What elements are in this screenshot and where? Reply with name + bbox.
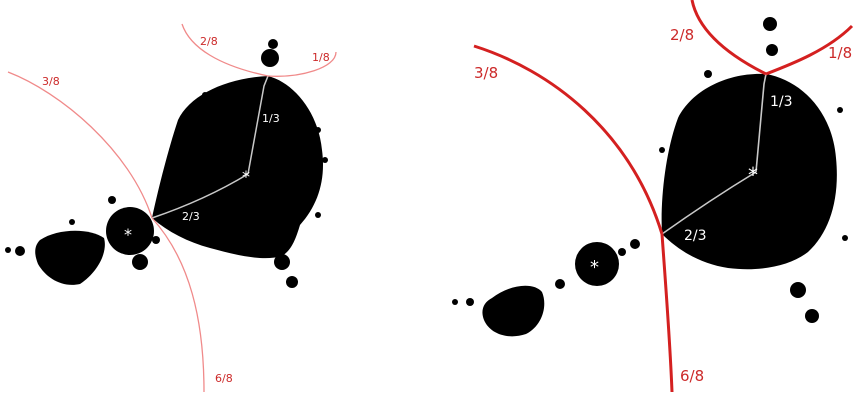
center-mark-secondary-zoomed: * [590, 257, 599, 278]
spike-left [169, 147, 175, 153]
main-component [5, 39, 328, 288]
secondary-bud-top [108, 196, 116, 204]
chain-bud-1 [630, 239, 640, 249]
ray-label-1-8-zoomed: 1/8 [828, 44, 852, 62]
ray-label-1-8: 1/8 [312, 51, 330, 64]
center-mark-main: * [242, 167, 250, 186]
spike-top-left-zoomed [704, 70, 712, 78]
ray-label-2-8: 2/8 [200, 35, 218, 48]
ray-2-8 [181, 23, 269, 77]
external-rays [7, 23, 337, 393]
tertiary-bulb-zoomed [482, 285, 545, 337]
spike-right-zoomed [837, 107, 843, 113]
tertiary-tail-zoomed [466, 298, 474, 306]
spike-right-3 [315, 212, 321, 218]
bud-bottom-zoomed [790, 282, 806, 298]
internal-paths-zoomed [661, 73, 767, 235]
ray-label-6-8: 6/8 [215, 372, 233, 385]
bud-top-small-zoomed [766, 44, 778, 56]
secondary-bud-right [152, 236, 160, 244]
chain-bud-2 [618, 248, 626, 256]
right-diagram: * * 1/3 2/3 2/8 1/8 3/8 6/8 [452, 0, 854, 393]
secondary-bulb [106, 207, 154, 255]
external-rays-zoomed [473, 0, 854, 393]
left-panel: * * 1/3 2/3 2/8 1/8 3/8 6/8 [5, 23, 337, 393]
bud-top [261, 49, 279, 67]
center-mark-main-zoomed: * [748, 163, 758, 187]
bud-bottom-small-zoomed [805, 309, 819, 323]
ray-label-3-8: 3/8 [42, 75, 60, 88]
ray-3-8-zoomed [473, 44, 664, 235]
tertiary-tail [15, 246, 25, 256]
internal-label-2-3-zoomed: 2/3 [684, 228, 707, 244]
internal-path-2-3 [151, 173, 249, 219]
tertiary-tail-small-zoomed [452, 299, 458, 305]
internal-path-1-3 [247, 75, 269, 175]
spike-right-bottom-zoomed [842, 235, 848, 241]
left-diagram: * * 1/3 2/3 2/8 1/8 3/8 6/8 [5, 23, 337, 393]
ray-2-8-zoomed [690, 0, 767, 76]
spike-right-1 [315, 127, 321, 133]
tertiary-spike [69, 219, 75, 225]
chain-bud-3 [555, 279, 565, 289]
main-component-body-zoomed [661, 73, 837, 270]
main-component-body [152, 76, 324, 259]
center-mark-secondary: * [124, 225, 132, 244]
internal-label-1-3: 1/3 [262, 112, 280, 125]
internal-path-2-3-zoomed [661, 171, 757, 235]
internal-path-1-3-zoomed [755, 73, 767, 173]
tertiary-bulb [35, 230, 105, 285]
ray-1-8 [267, 51, 337, 77]
spike-top-left [202, 92, 208, 98]
bud-bottom-small [286, 276, 298, 288]
ray-label-6-8-zoomed: 6/8 [680, 367, 704, 385]
main-component-zoomed [452, 17, 848, 337]
internal-label-2-3: 2/3 [182, 210, 200, 223]
tertiary-tail-small [5, 247, 11, 253]
bud-top-zoomed [763, 17, 777, 31]
spike-left-zoomed [659, 147, 665, 153]
ray-label-3-8-zoomed: 3/8 [474, 64, 498, 82]
internal-label-1-3-zoomed: 1/3 [770, 94, 793, 110]
ray-6-8 [151, 217, 205, 393]
bud-top-small [268, 39, 278, 49]
right-panel: * * 1/3 2/3 2/8 1/8 3/8 6/8 [430, 0, 859, 403]
bud-bottom [274, 254, 290, 270]
spike-right-2 [322, 157, 328, 163]
secondary-bulb-zoomed [575, 242, 619, 286]
secondary-bud-bottom [132, 254, 148, 270]
ray-6-8-zoomed [660, 233, 674, 393]
ray-1-8-zoomed [765, 24, 854, 76]
internal-paths [151, 75, 269, 219]
ray-3-8 [7, 71, 153, 219]
ray-label-2-8-zoomed: 2/8 [670, 26, 694, 44]
